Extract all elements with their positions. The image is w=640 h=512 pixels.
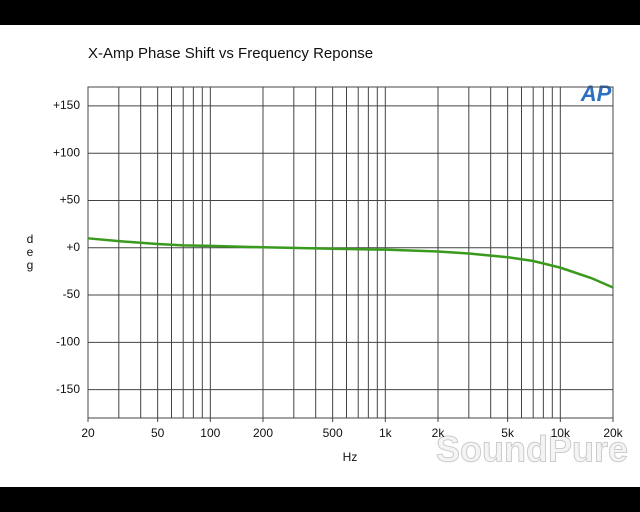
x-tick-label: 10k (551, 426, 571, 440)
x-tick-label: 500 (323, 426, 343, 440)
y-tick-label: -100 (56, 335, 80, 349)
y-tick-label: +150 (53, 98, 80, 112)
x-tick-label: 20k (603, 426, 623, 440)
y-tick-label: +50 (60, 193, 81, 207)
line-series (87, 237, 614, 289)
logo: AP (580, 81, 612, 106)
watermark: SoundPure (436, 429, 628, 470)
x-tick-label: 50 (151, 426, 165, 440)
plot-frame (87, 86, 614, 419)
x-axis-label: Hz (343, 450, 358, 464)
x-tick-label: 5k (501, 426, 515, 440)
x-tick-label: 200 (253, 426, 273, 440)
x-tick-label: 1k (379, 426, 393, 440)
x-tick-label: 100 (200, 426, 220, 440)
y-axis-label-letter: e (27, 245, 34, 259)
chart-title: X-Amp Phase Shift vs Frequency Reponse (88, 45, 373, 62)
x-tick-label: 2k (432, 426, 446, 440)
y-tick-label: -50 (63, 287, 81, 301)
x-tick-label: 20 (81, 426, 95, 440)
y-tick-label: +100 (53, 145, 80, 159)
y-axis-label-letter: g (27, 258, 34, 272)
y-tick-label: -150 (56, 382, 80, 396)
y-tick-label: +0 (66, 240, 80, 254)
y-axis-label-letter: d (27, 232, 34, 246)
